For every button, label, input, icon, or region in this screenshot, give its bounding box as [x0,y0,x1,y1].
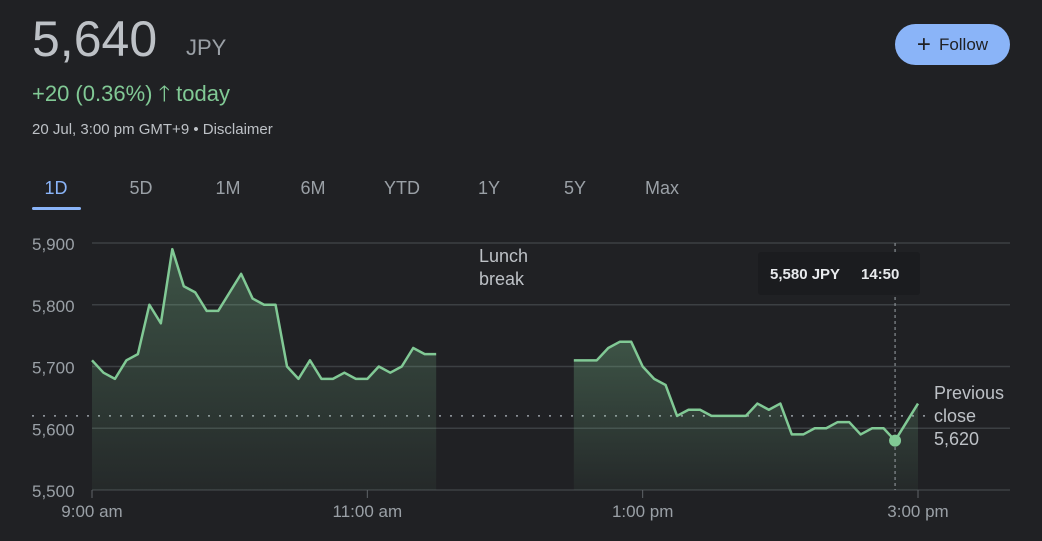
y-tick-label: 5,600 [32,420,75,439]
x-tick-label: 11:00 am [333,502,403,521]
previous-close-label: 5,620 [934,429,979,449]
y-tick-label: 5,500 [32,482,75,501]
tab-5d[interactable]: 5D [129,178,153,198]
current-price: 5,640 [32,11,158,67]
x-tick-label: 1:00 pm [612,502,673,521]
tab-5y[interactable]: 5Y [563,178,587,198]
tooltip-value: 5,580 JPY [770,266,840,283]
tooltip-box [758,252,920,295]
tab-1y[interactable]: 1Y [477,178,501,198]
currency: JPY [186,35,227,60]
plus-icon: + [916,30,931,58]
date-line: 20 Jul, 3:00 pm GMT+9 • Disclaimer [32,121,273,138]
previous-close-label: close [934,406,976,426]
x-tick-label: 9:00 am [61,502,122,521]
tab-6m[interactable]: 6M [300,178,326,198]
price-line [573,340,920,442]
previous-close-label: Previous [934,383,1004,403]
active-tab-underline [32,207,81,210]
y-tick-label: 5,700 [32,359,75,378]
arrow-up-icon: 🡑 [158,81,171,106]
y-tick-label: 5,900 [32,235,75,254]
hover-dot [889,434,902,447]
follow-label: Follow [938,34,989,54]
area-fill [92,249,437,490]
price-line [91,247,437,381]
change-value: +20 (0.36%) [32,81,153,106]
x-tick-label: 3:00 pm [887,502,948,521]
lunch-break-label: break [479,269,525,289]
lunch-break-label: Lunch [479,246,528,266]
change-suffix: today [176,81,230,106]
tab-1d[interactable]: 1D [44,178,68,198]
tab-ytd[interactable]: YTD [384,178,420,198]
price-change: +20 (0.36%) 🡑 today [32,77,230,115]
y-tick-label: 5,800 [32,297,75,316]
tab-1m[interactable]: 1M [215,178,241,198]
price-chart: 5,500 5,600 5,700 5,800 5,900 9:00 am 11:00 am… [32,235,1010,521]
tooltip-time: 14:50 [861,266,899,283]
follow-button[interactable]: + Follow [895,24,1010,65]
tab-max[interactable]: Max [644,178,679,198]
